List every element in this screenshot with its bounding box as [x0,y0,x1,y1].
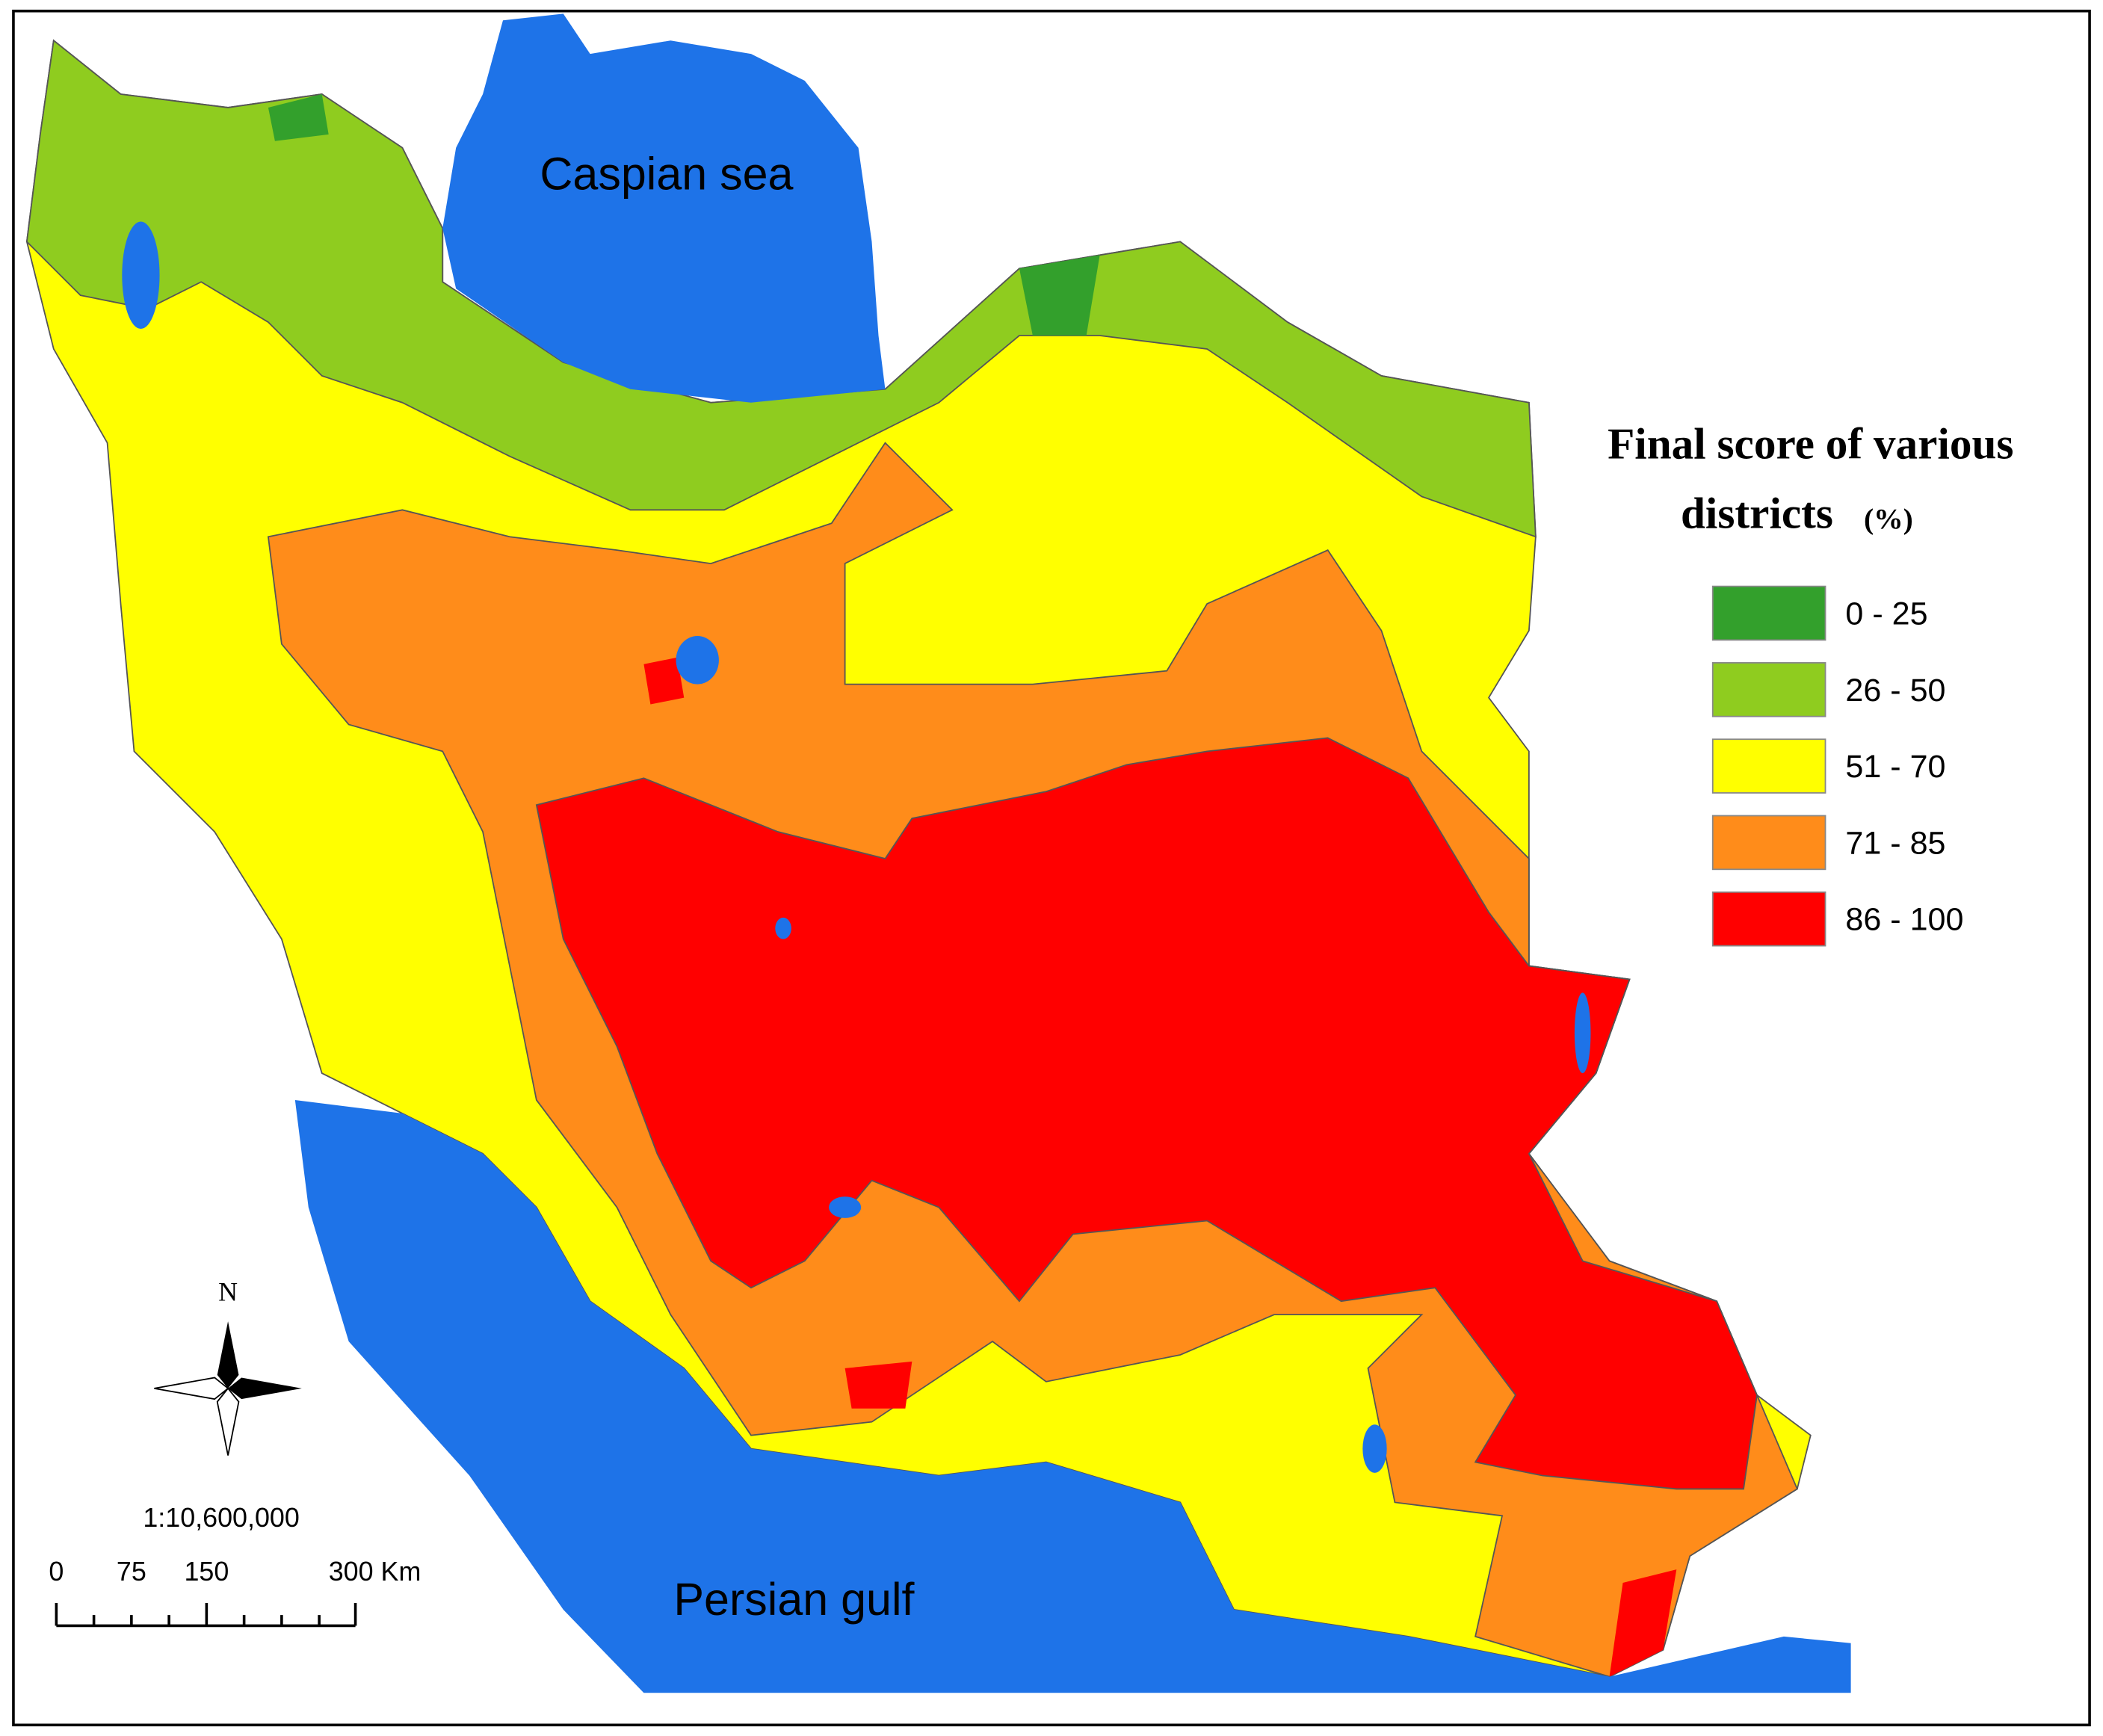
region-red [844,1361,912,1409]
scale-bar [55,1602,357,1628]
north-label: N [218,1276,238,1306]
lake [676,636,719,685]
region-green [25,39,1537,538]
lake [775,917,791,939]
north-arrow: N [154,1276,302,1456]
scale-label: 150 [184,1557,229,1587]
region-red [643,657,685,705]
legend-swatch [1711,891,1826,947]
scale-ratio: 1:10,600,000 [143,1503,299,1533]
caspian-sea [442,13,886,403]
legend-label: 71 - 85 [1845,825,1945,861]
legend-label: 86 - 100 [1845,902,1963,938]
legend-unit: (%) [1864,503,1913,536]
legend: 0 - 25 26 - 50 51 - 70 71 - 85 86 - 100 [1711,585,1963,947]
legend-title: districts [1681,489,1833,538]
sea-label: Caspian sea [540,148,793,199]
lake [122,221,160,330]
scale-label: 0 [49,1557,64,1587]
lake [829,1196,862,1218]
lake [1574,992,1591,1074]
region-red [1609,1569,1677,1677]
region-red [535,737,1758,1490]
legend-label: 51 - 70 [1845,749,1945,785]
legend-swatch [1711,815,1826,871]
lake [1362,1424,1387,1473]
legend-title: Final score of various [1608,418,2013,468]
legend-label: 0 - 25 [1845,596,1927,631]
region-dark-green [268,93,329,141]
legend-swatch [1711,662,1826,717]
legend-label: 26 - 50 [1845,673,1945,708]
scale-label: 300 Km [329,1557,421,1587]
scale-label: 75 [117,1557,146,1587]
legend-swatch [1711,738,1826,794]
sea-label: Persian gulf [673,1574,915,1625]
persian-gulf [294,1099,1851,1693]
legend-swatch [1711,585,1826,641]
region-dark-green [1019,255,1100,336]
